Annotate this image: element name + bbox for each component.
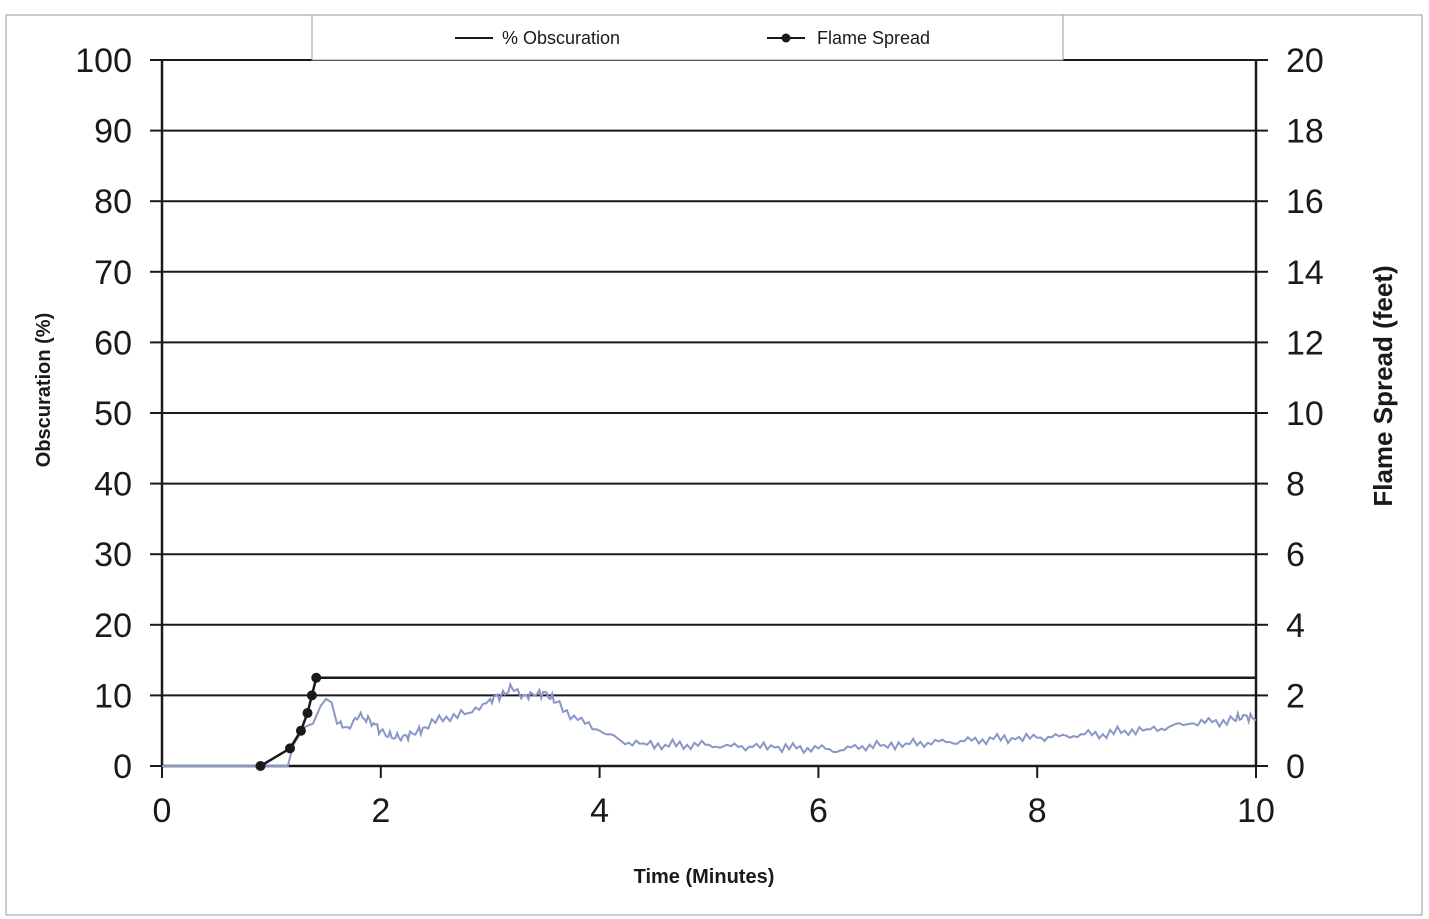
flame-spread-point-3: [302, 708, 313, 719]
y-tick-label-left-20: 20: [94, 607, 132, 645]
y-tick-label-right-10: 10: [1286, 395, 1324, 433]
x-axis-title: Time (Minutes): [634, 866, 775, 888]
legend-marker-flame-spread: [781, 33, 791, 43]
y-tick-label-left-60: 60: [94, 324, 132, 362]
axes: [150, 59, 1268, 778]
series: [162, 672, 1257, 771]
legend-label-flame-spread: Flame Spread: [817, 28, 930, 48]
series-line-obscuration: [162, 681, 1257, 767]
x-tick-label-6: 6: [809, 792, 828, 830]
x-tick-label-2: 2: [371, 792, 390, 830]
flame-spread-point-4: [306, 690, 317, 701]
gridlines: [162, 59, 1256, 697]
y-tick-label-right-4: 4: [1286, 607, 1305, 645]
y-tick-label-right-0: 0: [1286, 748, 1305, 786]
flame-spread-point-0: [255, 761, 266, 771]
y-tick-label-left-90: 90: [94, 113, 132, 151]
y-tick-label-right-20: 20: [1286, 42, 1324, 80]
x-tick-label-4: 4: [590, 792, 609, 830]
y-tick-label-right-2: 2: [1286, 677, 1305, 715]
y-tick-label-right-14: 14: [1286, 254, 1324, 292]
x-tick-label-10: 10: [1237, 792, 1275, 830]
y-axis-title-right: Flame Spread (feet): [1368, 265, 1398, 506]
y-tick-label-right-8: 8: [1286, 466, 1305, 504]
legend-box: [311, 14, 1064, 61]
y-tick-label-left-50: 50: [94, 395, 132, 433]
flame-spread-point-5: [311, 672, 322, 683]
flame-spread-point-2: [295, 725, 306, 736]
legend-label-obscuration: % Obscuration: [502, 28, 620, 48]
tick-labels: 0 10 20 30 40 50 60 70 80 90 100 0 2 4 6 8 10 12 14 16 18 20 0…: [75, 42, 1324, 830]
y-tick-label-left-10: 10: [94, 677, 132, 715]
legend: % Obscuration Flame Spread: [311, 14, 1064, 61]
y-tick-label-right-18: 18: [1286, 113, 1324, 151]
y-tick-label-left-100: 100: [75, 42, 132, 80]
y-tick-label-right-6: 6: [1286, 536, 1305, 574]
y-tick-label-left-30: 30: [94, 536, 132, 574]
y-axis-title-left: Obscuration (%): [33, 313, 55, 467]
x-tick-label-8: 8: [1028, 792, 1047, 830]
y-tick-label-left-0: 0: [113, 748, 132, 786]
x-tick-label-0: 0: [153, 792, 172, 830]
outer-frame: [5, 14, 1423, 916]
y-tick-label-right-12: 12: [1286, 324, 1324, 362]
y-tick-label-left-40: 40: [94, 466, 132, 504]
y-tick-label-left-80: 80: [94, 183, 132, 221]
y-tick-label-right-16: 16: [1286, 183, 1324, 221]
flame-spread-point-1: [284, 743, 295, 754]
y-tick-label-left-70: 70: [94, 254, 132, 292]
